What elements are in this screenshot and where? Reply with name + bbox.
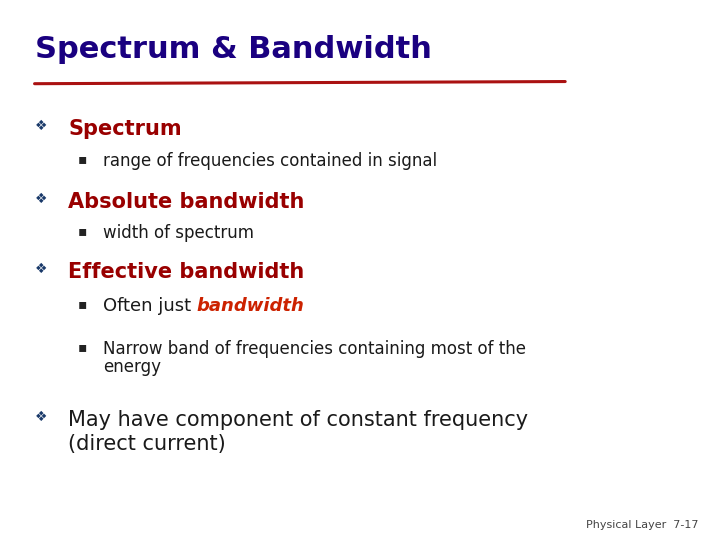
Text: May have component of constant frequency
(direct current): May have component of constant frequency… [68,410,528,454]
Text: Often just: Often just [103,297,197,315]
Text: Effective bandwidth: Effective bandwidth [68,262,305,282]
Text: ▪: ▪ [78,340,87,354]
Text: Spectrum & Bandwidth: Spectrum & Bandwidth [35,35,431,64]
Text: Spectrum: Spectrum [68,119,182,139]
Text: width of spectrum: width of spectrum [103,224,254,242]
Text: bandwidth: bandwidth [197,297,305,315]
Text: ❖: ❖ [35,192,47,206]
Text: Physical Layer  7-17: Physical Layer 7-17 [586,520,698,530]
Text: Absolute bandwidth: Absolute bandwidth [68,192,305,212]
Text: ▪: ▪ [78,297,87,311]
Text: ❖: ❖ [35,262,47,276]
Text: ▪: ▪ [78,152,87,166]
Text: ▪: ▪ [78,224,87,238]
Text: range of frequencies contained in signal: range of frequencies contained in signal [103,152,437,170]
Text: Narrow band of frequencies containing most of the: Narrow band of frequencies containing mo… [103,340,526,358]
Text: ❖: ❖ [35,410,47,424]
Text: ❖: ❖ [35,119,47,133]
Text: energy: energy [103,357,161,376]
